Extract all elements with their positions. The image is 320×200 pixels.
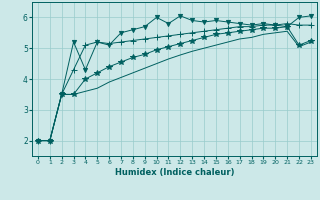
X-axis label: Humidex (Indice chaleur): Humidex (Indice chaleur) [115,168,234,177]
